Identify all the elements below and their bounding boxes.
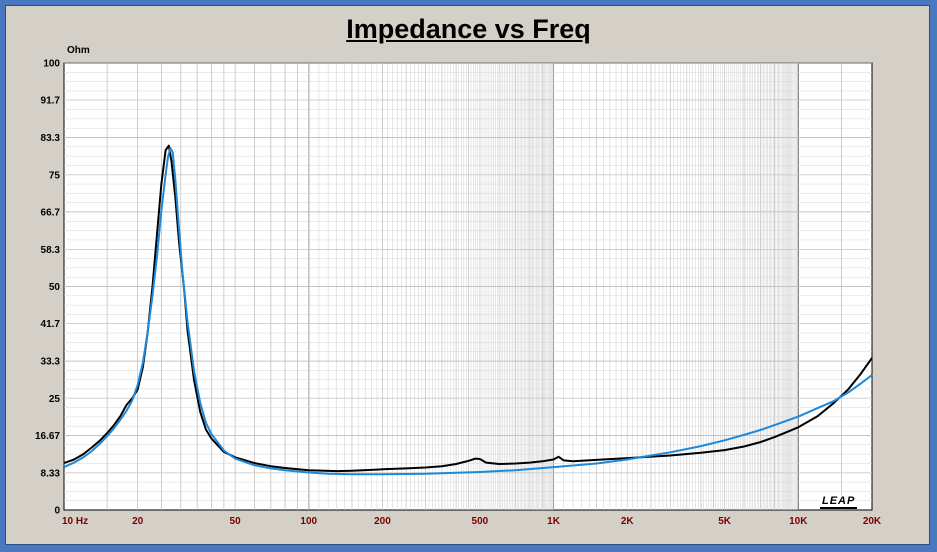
- series-layer: [63, 144, 873, 476]
- y-tick-label: 66.7: [41, 207, 61, 218]
- x-tick-labels: 10 Hz 20 50 100 200 500 1K 2K 5K 10K 20K: [62, 516, 882, 527]
- x-tick-label: 50: [230, 516, 242, 527]
- x-tick-label: 500: [472, 516, 489, 527]
- x-tick-label: 100: [300, 516, 317, 527]
- y-axis-unit-label: Ohm: [67, 45, 90, 56]
- leap-logo: LEAP: [820, 495, 858, 509]
- y-tick-label: 41.7: [41, 319, 61, 330]
- y-tick-labels: 0 8.33 16.67 25 33.3 41.7 50 58.3 66.7 75 83.3 91.7…: [35, 59, 60, 517]
- y-tick-label: 8.33: [41, 468, 61, 479]
- y-tick-label: 33.3: [41, 357, 61, 368]
- x-tick-label: 10 Hz: [62, 516, 88, 527]
- x-tick-label: 200: [374, 516, 391, 527]
- x-tick-label: 2K: [621, 516, 635, 527]
- y-tick-label: 25: [49, 394, 61, 405]
- y-tick-label: 0: [54, 506, 60, 517]
- y-tick-label: 83.3: [41, 133, 61, 144]
- y-tick-label: 100: [43, 59, 60, 70]
- chart-title: Impedance vs Freq: [346, 14, 591, 44]
- y-tick-label: 50: [49, 282, 61, 293]
- x-tick-label: 1K: [547, 516, 561, 527]
- y-tick-label: 58.3: [41, 245, 61, 256]
- impedance-model-line: [63, 146, 873, 476]
- x-tick-label: 10K: [789, 516, 808, 527]
- y-tick-label: 16.67: [35, 431, 60, 442]
- y-tick-label: 91.7: [41, 96, 61, 107]
- x-tick-label: 20K: [863, 516, 882, 527]
- x-tick-label: 5K: [718, 516, 732, 527]
- y-tick-label: 75: [49, 170, 61, 181]
- x-tick-label: 20: [132, 516, 144, 527]
- impedance-measured-line: [63, 144, 873, 473]
